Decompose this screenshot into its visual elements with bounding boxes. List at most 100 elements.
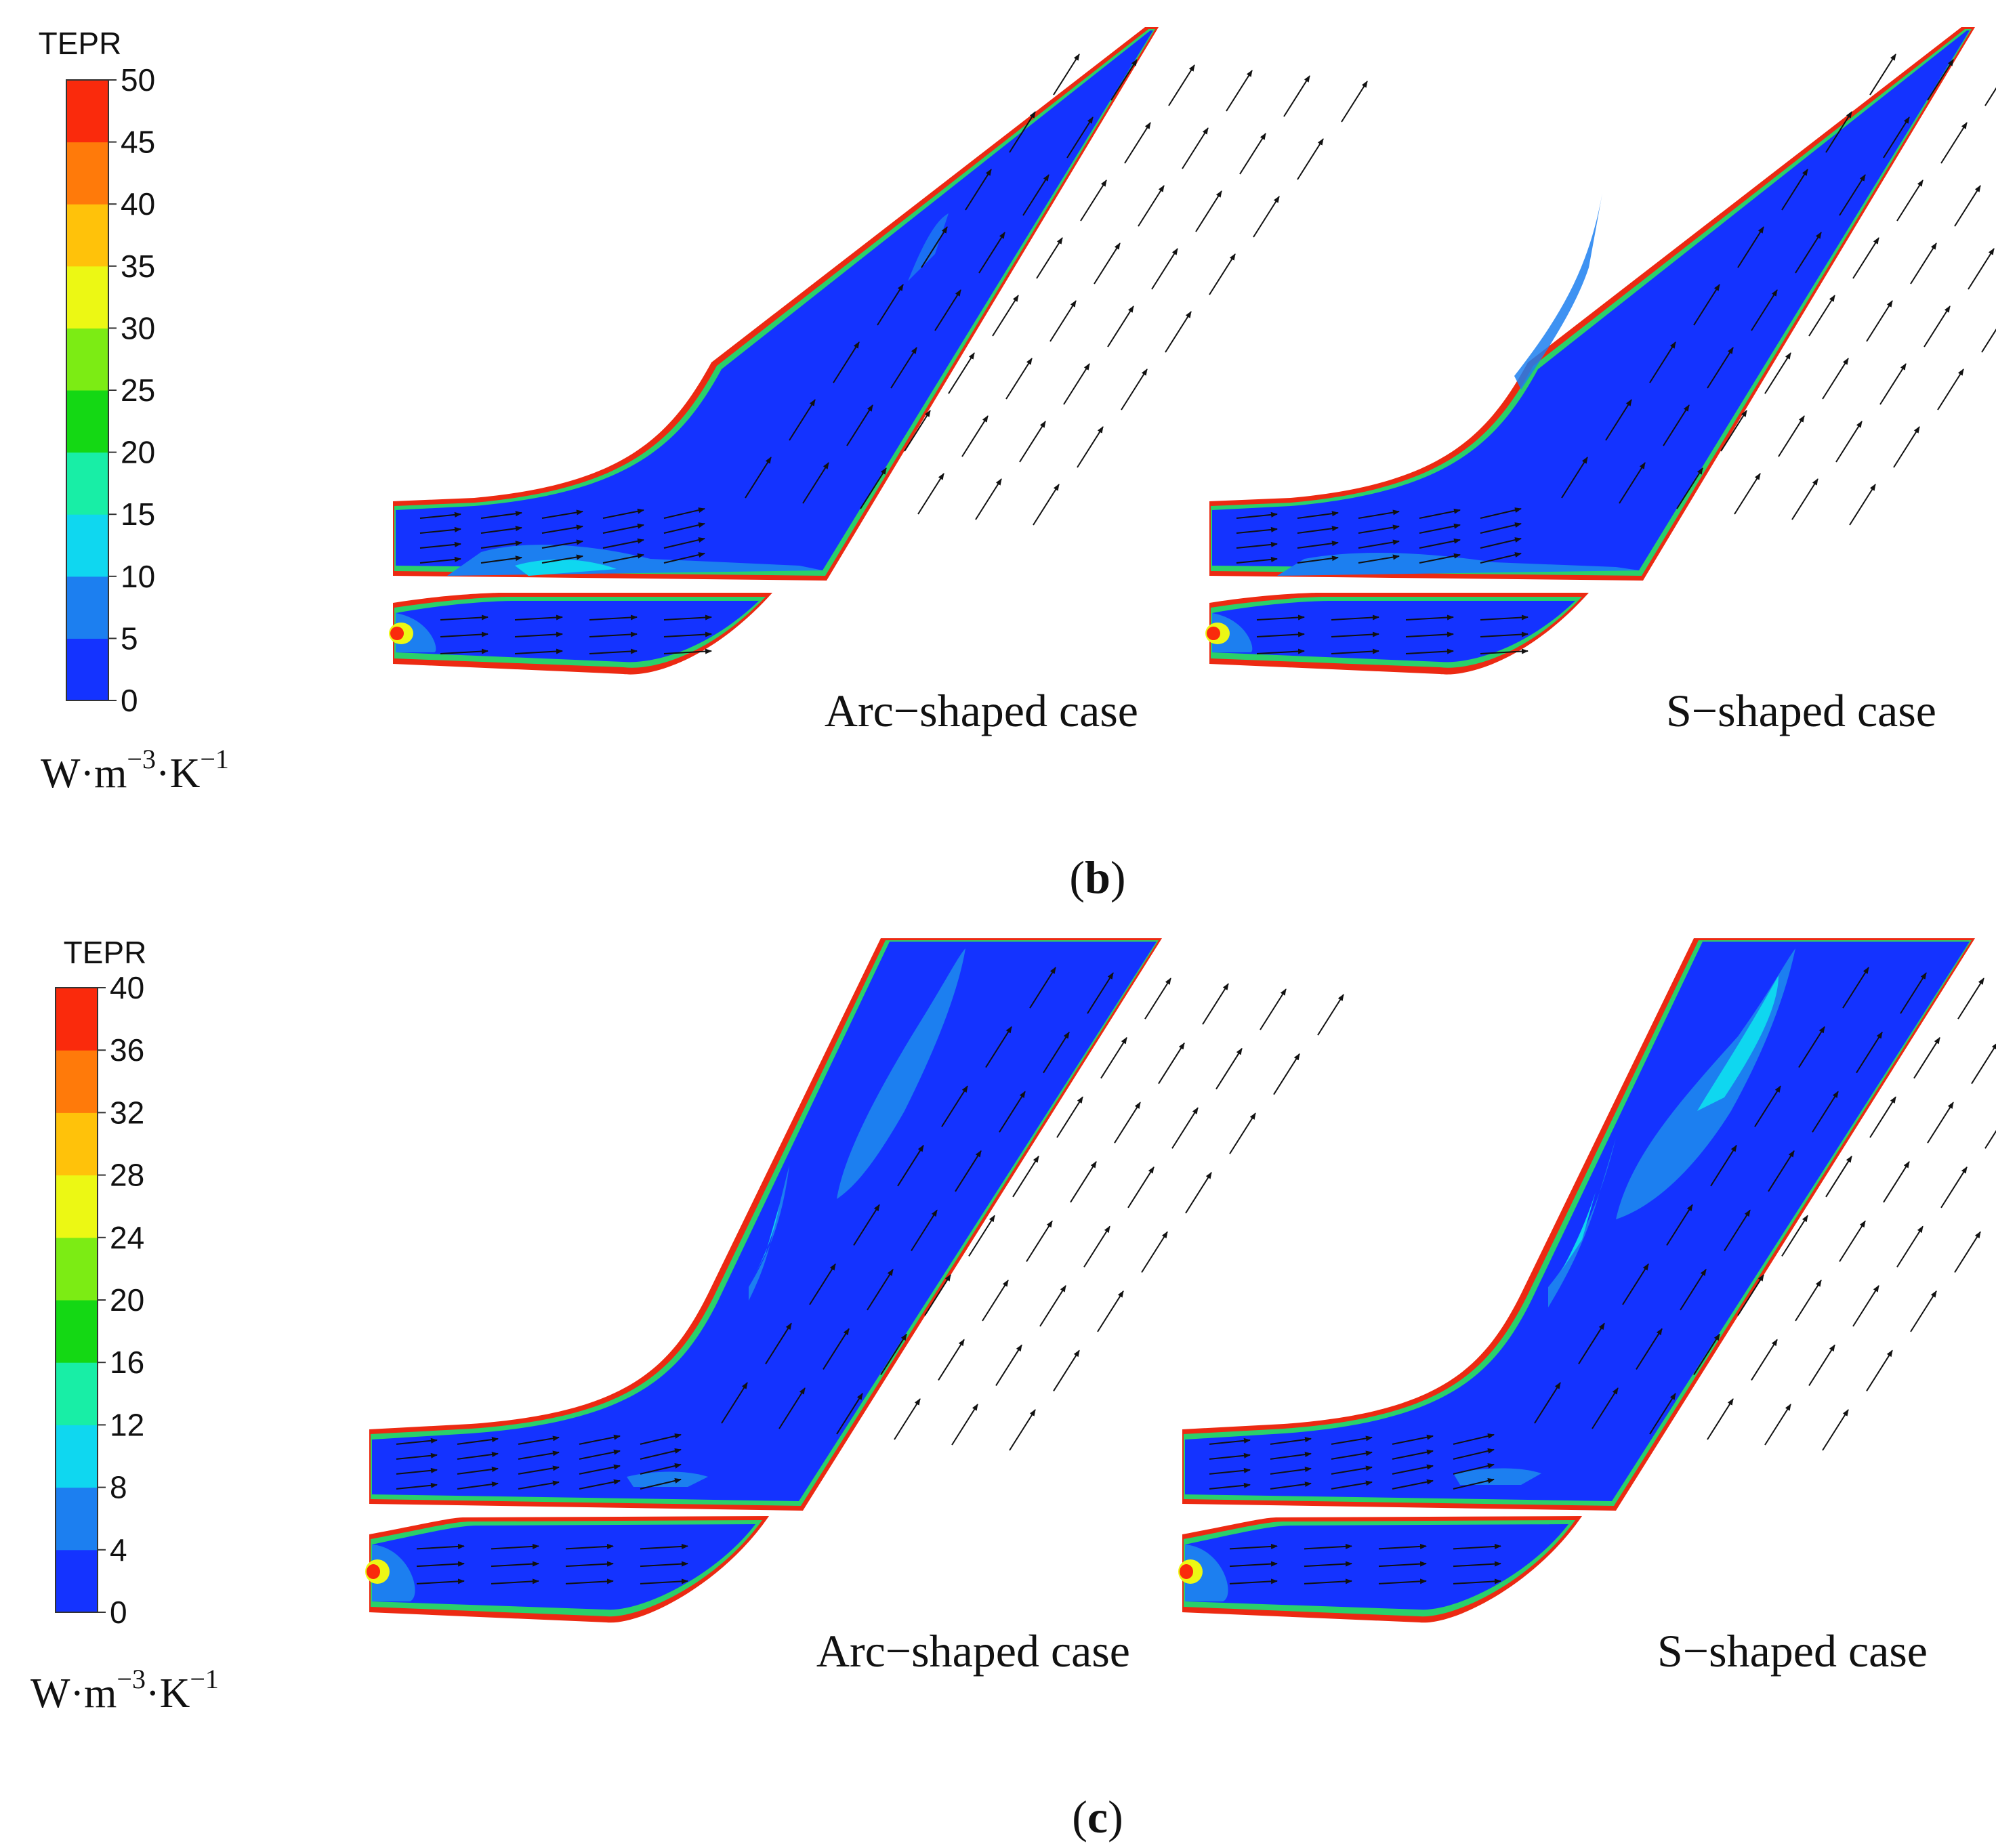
velocity-arrow — [917, 473, 944, 515]
velocity-arrow — [745, 457, 772, 499]
velocity-arrow — [589, 631, 638, 637]
velocity-arrow — [961, 415, 989, 457]
velocity-arrow — [1419, 508, 1461, 519]
velocity-arrow — [1083, 1225, 1110, 1267]
velocity-arrow — [1297, 555, 1339, 564]
velocity-arrow — [1195, 190, 1222, 232]
velocity-arrow — [518, 1435, 560, 1445]
velocity-arrow — [1825, 111, 1852, 153]
velocity-arrow — [1256, 648, 1305, 654]
colorbar-tick-label: 45 — [121, 125, 155, 160]
velocity-arrow — [589, 648, 638, 654]
velocity-arrow — [640, 1561, 688, 1568]
velocity-arrow — [1734, 473, 1761, 515]
velocity-arrow — [416, 1543, 465, 1550]
velocity-arrow — [480, 526, 522, 534]
colorbar-band — [56, 1549, 98, 1613]
velocity-arrow — [416, 1578, 465, 1584]
velocity-arrow — [457, 1452, 499, 1460]
velocity-arrow — [1768, 1150, 1795, 1192]
velocity-arrow — [1781, 1215, 1808, 1257]
velocity-arrow — [1039, 1285, 1066, 1327]
colorbar-band — [56, 1112, 98, 1176]
velocity-arrow — [457, 1467, 499, 1475]
velocity-arrow — [1100, 1036, 1127, 1079]
velocity-arrow — [1808, 295, 1835, 337]
velocity-arrow — [1256, 631, 1305, 637]
velocity-arrow — [1256, 614, 1305, 621]
velocity-arrow — [1869, 54, 1896, 96]
case-label-b-arc: Arc−shaped case — [825, 685, 1138, 736]
velocity-arrow — [1144, 978, 1171, 1020]
velocity-arrow — [1009, 111, 1036, 153]
velocity-arrow — [1063, 363, 1090, 405]
velocity-arrow — [1209, 253, 1236, 295]
velocity-arrow — [1056, 1096, 1083, 1138]
colorbar-band — [56, 1362, 98, 1425]
velocity-arrow — [1636, 1328, 1663, 1370]
velocity-arrow — [823, 1328, 850, 1370]
velocity-arrow — [1209, 1452, 1251, 1460]
velocity-arrow — [1856, 1031, 1883, 1074]
velocity-arrow — [1229, 1112, 1256, 1154]
velocity-arrow — [1453, 1463, 1495, 1475]
colorbar-band — [66, 390, 108, 453]
velocity-arrow — [890, 347, 917, 389]
velocity-vectors — [396, 54, 1996, 1584]
velocity-arrow — [1260, 988, 1287, 1030]
velocity-arrow — [541, 539, 583, 549]
colorbar-band — [66, 576, 108, 639]
velocity-arrow — [1798, 1026, 1825, 1068]
velocity-arrow — [1453, 1433, 1495, 1445]
velocity-arrow — [778, 1387, 806, 1429]
velocity-arrow — [640, 1578, 688, 1584]
velocity-arrow — [978, 232, 1005, 274]
velocity-arrow — [663, 537, 705, 549]
velocity-arrow — [833, 341, 860, 383]
velocity-arrow — [419, 541, 461, 549]
velocity-arrow — [1236, 556, 1278, 564]
velocity-arrow — [1283, 75, 1310, 117]
velocity-arrow — [1182, 127, 1209, 169]
duct-upper — [1182, 938, 1975, 1511]
velocity-arrow — [602, 553, 644, 564]
velocity-arrow — [565, 1543, 614, 1550]
velocity-arrow — [491, 1578, 539, 1584]
contour-plot-b-arc — [389, 27, 1159, 675]
velocity-arrow — [1236, 541, 1278, 549]
velocity-arrow — [1392, 1434, 1434, 1445]
velocity-arrow — [1127, 1166, 1155, 1209]
velocity-arrow — [419, 556, 461, 564]
colorbar-band — [66, 266, 108, 329]
velocity-arrow — [565, 1578, 614, 1584]
legend-b-title: TEPR — [39, 26, 122, 61]
colorbar-band — [66, 328, 108, 391]
velocity-arrow — [1215, 1047, 1243, 1090]
velocity-arrow — [1453, 1448, 1495, 1460]
duct-upper — [393, 27, 1159, 581]
velocity-arrow — [904, 410, 931, 452]
velocity-arrow — [1358, 539, 1400, 549]
velocity-arrow — [1896, 1225, 1924, 1267]
velocity-arrow — [1984, 87, 1996, 106]
velocity-arrow — [640, 1478, 682, 1490]
velocity-arrow — [1331, 1465, 1373, 1475]
velocity-arrow — [491, 1561, 539, 1568]
velocity-arrow — [1124, 122, 1151, 164]
velocity-arrow — [1561, 457, 1588, 499]
velocity-arrow — [1053, 54, 1080, 96]
velocity-arrow — [1680, 1269, 1707, 1311]
velocity-arrow — [480, 511, 522, 519]
velocity-arrow — [1927, 59, 1954, 101]
panel-label-b: (b) — [1069, 852, 1125, 903]
colorbar-tick-label: 8 — [110, 1470, 127, 1505]
velocity-arrow — [894, 1398, 921, 1440]
velocity-arrow — [480, 541, 522, 549]
velocity-arrow — [1239, 133, 1266, 175]
velocity-arrow — [1405, 648, 1454, 654]
case-label-c-s: S−shaped case — [1657, 1625, 1928, 1677]
velocity-arrow — [1866, 1349, 1893, 1391]
velocity-arrow — [1358, 524, 1400, 534]
velocity-arrow — [1009, 1409, 1036, 1451]
